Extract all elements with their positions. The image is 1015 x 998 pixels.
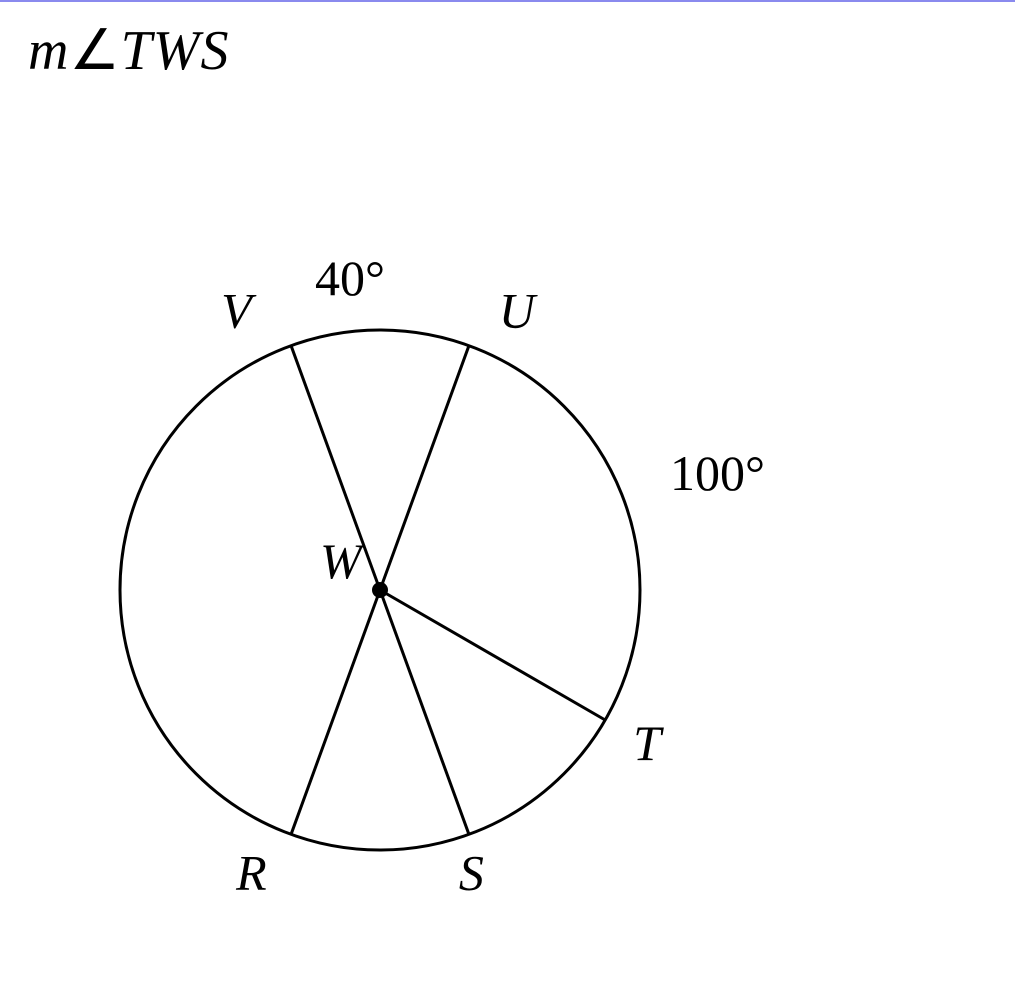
page-title: m∠TWS bbox=[28, 18, 229, 83]
top-border bbox=[0, 0, 1015, 2]
radius-WS bbox=[380, 590, 469, 834]
point-label-R: R bbox=[235, 844, 267, 900]
point-label-S: S bbox=[459, 844, 484, 900]
circle-diagram: W V U T S R 40° 100° bbox=[40, 190, 800, 990]
radius-WU bbox=[380, 346, 469, 590]
point-label-T: T bbox=[633, 715, 664, 771]
angle-symbol-icon: ∠ bbox=[69, 18, 120, 83]
center-label: W bbox=[320, 533, 366, 589]
point-label-V: V bbox=[221, 283, 257, 339]
radius-WR bbox=[291, 590, 380, 834]
arc-label-UT: 100° bbox=[670, 445, 765, 501]
center-point bbox=[372, 582, 388, 598]
radius-WT bbox=[380, 590, 605, 720]
title-angle-name: TWS bbox=[121, 20, 230, 82]
arc-label-VU: 40° bbox=[315, 250, 385, 306]
point-label-U: U bbox=[499, 283, 538, 339]
title-m: m bbox=[28, 20, 69, 82]
